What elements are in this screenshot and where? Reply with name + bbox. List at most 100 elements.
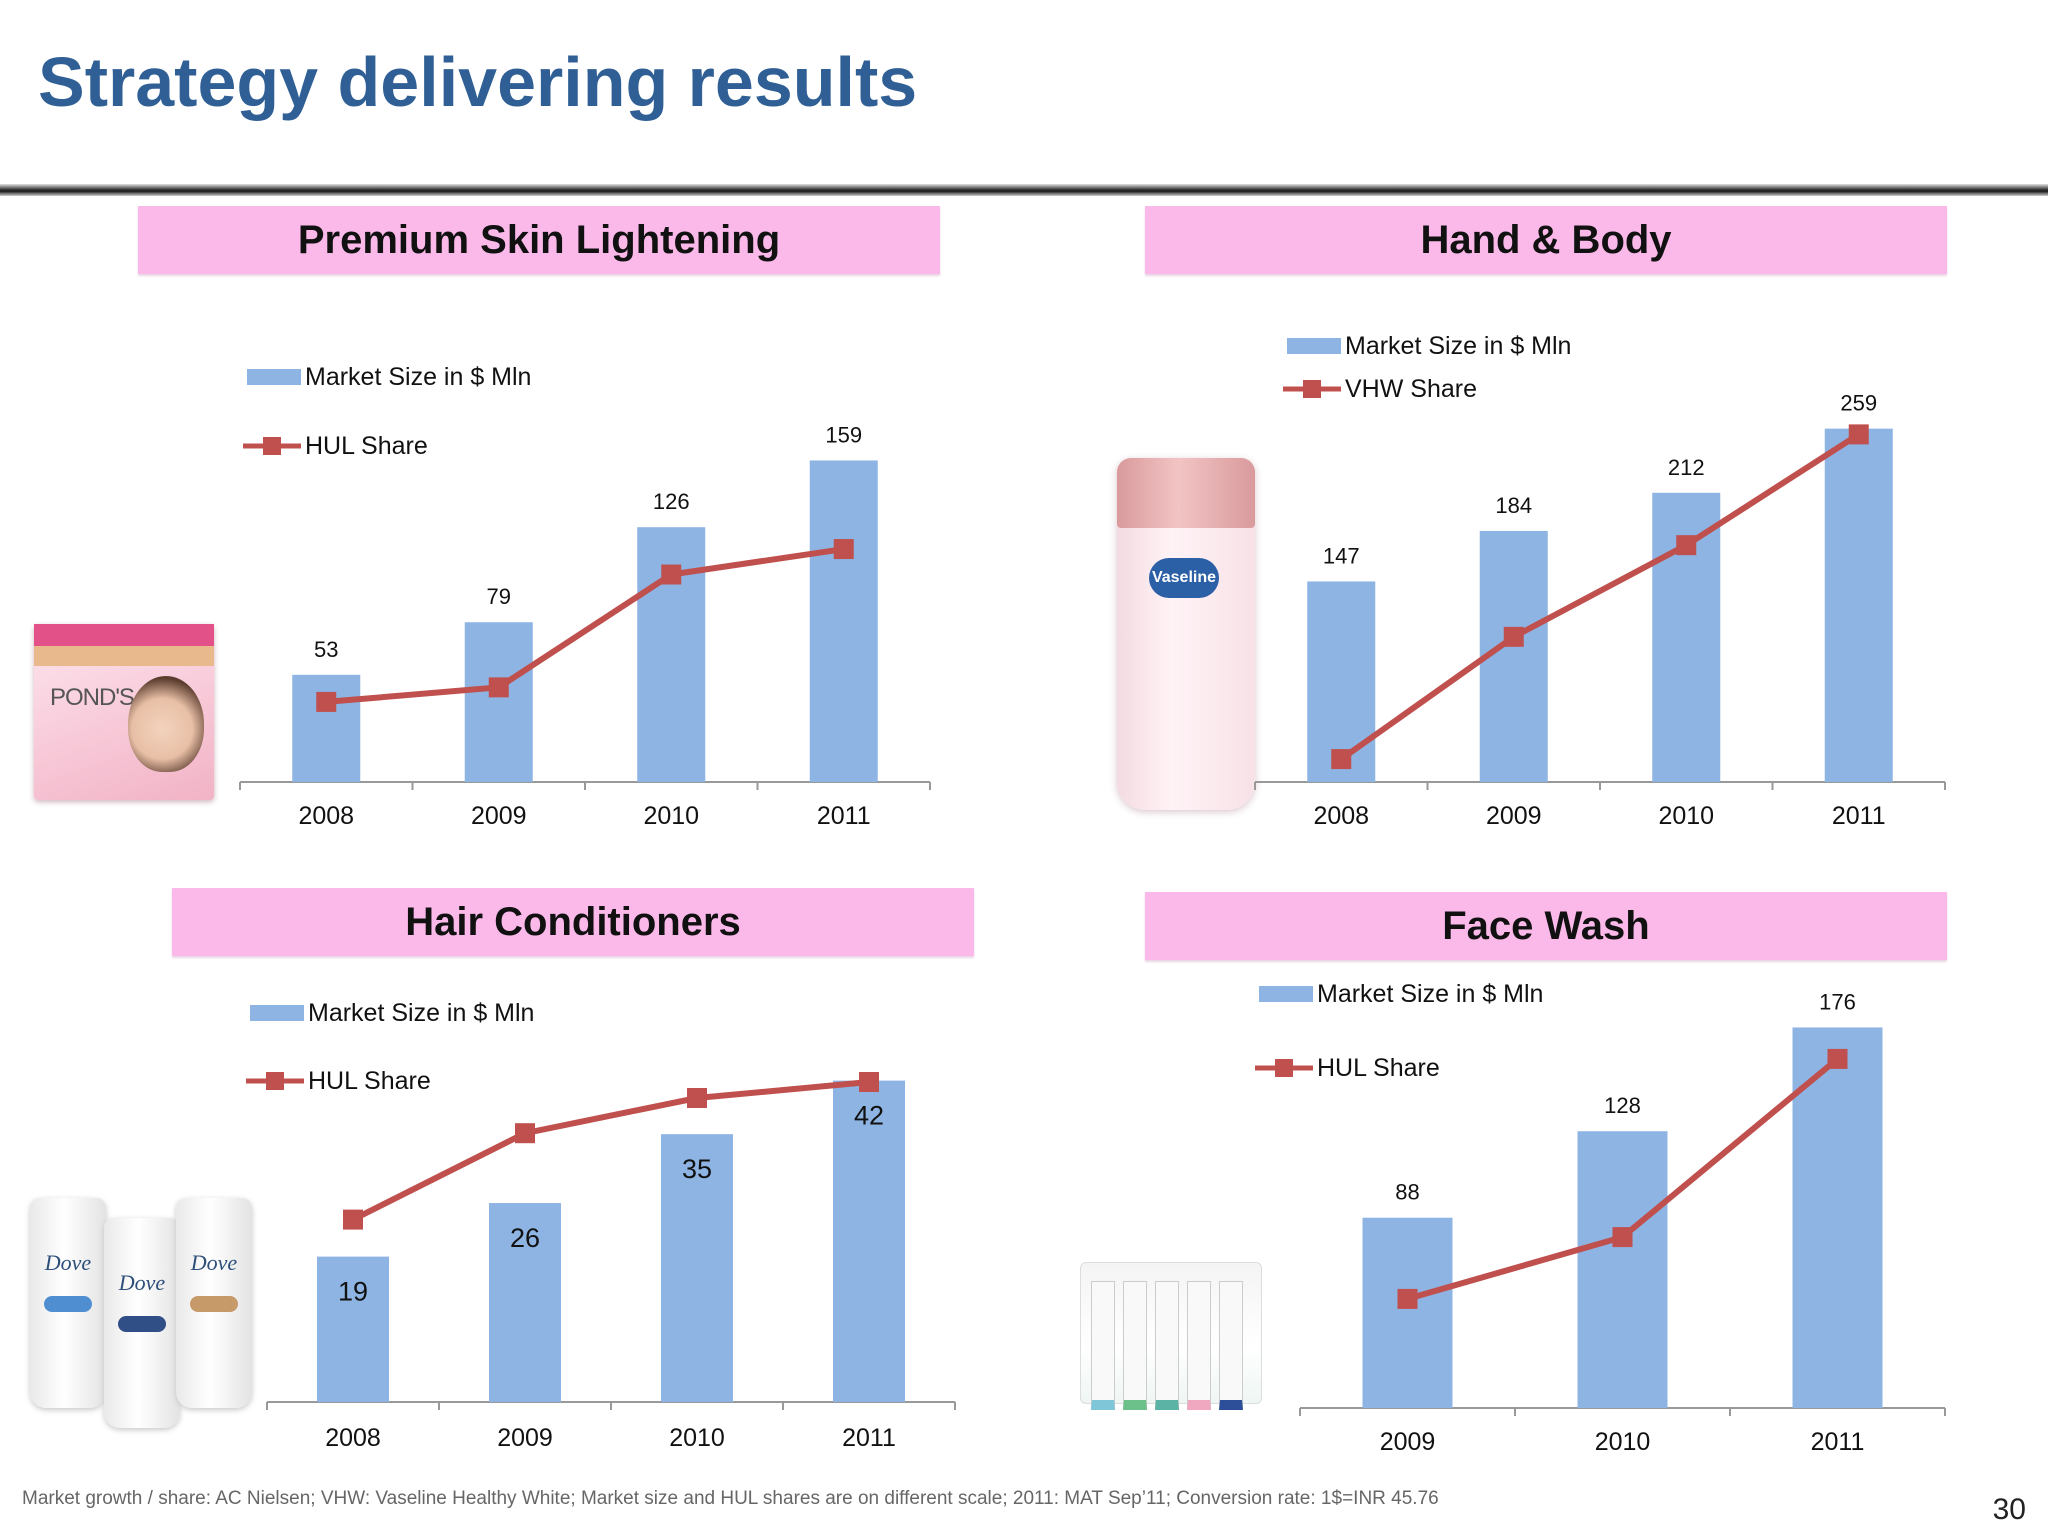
bar [661,1134,733,1402]
vaseline-brand-text: Vaseline [1149,558,1219,598]
dove-brand-text: Dove [44,1250,92,1275]
bar [317,1256,389,1402]
line-point [687,1088,707,1108]
bar [1479,530,1548,782]
source-footnote: Market growth / share: AC Nielsen; VHW: … [22,1488,1439,1509]
heading-hand-body: Hand & Body [1145,206,1947,274]
data-label: 26 [510,1223,540,1253]
bar [292,674,361,782]
legend-swatch-bar [1287,338,1341,354]
legend-swatch-bar [247,369,301,385]
legend-label: Market Size in $ Mln [305,363,531,391]
legend-swatch-marker [1303,380,1321,398]
bottle-cap-icon [1117,458,1255,528]
x-tick-label: 2010 [669,1424,725,1452]
dove-tube-image: Dove [30,1198,106,1408]
x-tick-label: 2008 [298,802,354,830]
x-tick-label: 2009 [1380,1428,1436,1456]
model-face-icon [128,676,204,772]
data-label: 19 [338,1277,368,1307]
bar [833,1080,905,1402]
line-point [1331,749,1352,770]
line-point [343,1209,363,1230]
line-point [1848,424,1869,445]
line-point [859,1072,879,1092]
line-point [1676,535,1697,556]
legend-swatch-marker [266,1072,284,1090]
data-label: 53 [314,637,338,662]
ponds-brand-text: POND'S [50,684,135,711]
line-point [316,691,337,712]
bar [1362,1217,1453,1408]
bar [1824,428,1893,782]
line-series [351,1079,870,1223]
data-label: 147 [1323,543,1360,568]
data-label: 159 [825,422,862,447]
bar [1307,581,1376,782]
x-tick-label: 2011 [1832,802,1886,830]
data-label: 128 [1604,1093,1641,1118]
line-point [833,539,854,560]
page-number: 30 [1992,1493,2026,1526]
line-point [1612,1227,1633,1248]
legend-swatch-bar [1259,986,1313,1002]
data-label: 126 [653,489,690,514]
dove-brand-text: Dove [118,1270,166,1295]
line-point [661,564,682,585]
legend-label: Market Size in $ Mln [1345,332,1571,360]
data-label: 259 [1840,391,1877,416]
heading-hair-conditioners: Hair Conditioners [172,888,974,956]
line-series [1406,1056,1840,1302]
line-point [488,677,509,698]
heading-premium-skin-lightening: Premium Skin Lightening [138,206,940,274]
vaseline-product-image: Vaseline [1117,458,1255,810]
dove-tube-image: Dove [104,1218,180,1428]
dove-brand-text: Dove [190,1250,238,1275]
x-tick-label: 2009 [1486,802,1542,830]
title-divider [0,184,2048,196]
data-label: 184 [1495,493,1532,518]
data-label: 88 [1395,1180,1419,1205]
x-tick-label: 2009 [497,1424,553,1452]
ponds-product-image: POND'S [34,624,214,800]
data-label: 176 [1819,989,1856,1014]
bar [1577,1131,1668,1408]
line-point [1827,1048,1848,1069]
line-point [515,1123,535,1144]
legend-label: HUL Share [308,1067,431,1095]
x-tick-label: 2010 [1595,1428,1651,1456]
x-tick-label: 2008 [325,1424,381,1452]
legend-label: VHW Share [1345,375,1477,403]
legend-label: Market Size in $ Mln [308,999,534,1027]
data-label: 79 [487,584,511,609]
legend-label: HUL Share [1317,1054,1440,1082]
x-tick-label: 2009 [471,802,527,830]
legend-label: Market Size in $ Mln [1317,980,1543,1008]
bar [809,460,878,782]
legend-swatch-marker [263,437,281,455]
line-point [1397,1288,1418,1309]
line-point [1503,626,1524,647]
x-tick-label: 2010 [1658,802,1714,830]
x-tick-label: 2008 [1313,802,1369,830]
dove-tube-image: Dove [176,1198,252,1408]
line-series [325,546,845,705]
x-tick-label: 2011 [817,802,871,830]
data-label: 35 [682,1154,712,1184]
legend-label: HUL Share [305,432,428,460]
bar [637,527,706,782]
legend-swatch-marker [1275,1059,1293,1077]
slide-title: Strategy delivering results [38,43,918,121]
x-tick-label: 2011 [1811,1428,1865,1456]
data-label: 212 [1668,455,1705,480]
bar [1792,1027,1883,1408]
x-tick-label: 2011 [842,1424,896,1452]
bar [1652,492,1721,782]
heading-face-wash: Face Wash [1145,892,1947,960]
line-series [1339,431,1861,762]
bar [464,622,533,782]
x-tick-label: 2010 [643,802,699,830]
legend-swatch-bar [250,1005,304,1021]
facewash-product-image [1080,1262,1262,1410]
bar [489,1203,561,1402]
